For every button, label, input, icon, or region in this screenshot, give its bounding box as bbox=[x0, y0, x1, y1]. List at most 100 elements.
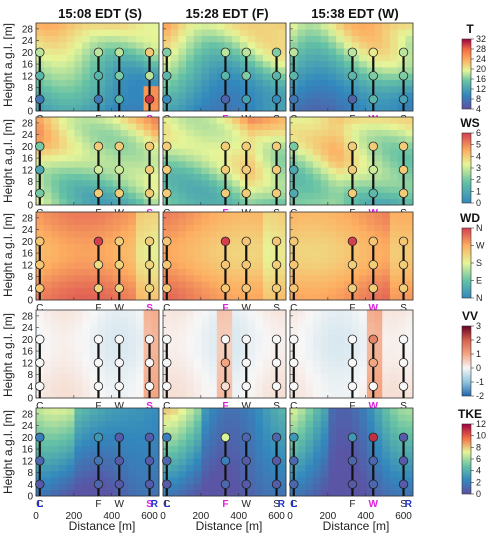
heatmap-cell bbox=[151, 23, 160, 30]
heatmap-cell bbox=[66, 29, 75, 36]
heatmap-cell bbox=[397, 35, 406, 43]
heatmap-cell bbox=[247, 385, 256, 393]
colorbar-tick-label: 8 bbox=[476, 442, 481, 452]
heatmap-cell bbox=[128, 212, 137, 219]
heatmap-cell bbox=[270, 470, 279, 478]
heatmap-cell bbox=[193, 439, 202, 447]
heatmap-cell bbox=[405, 458, 414, 465]
sensor-marker bbox=[220, 479, 231, 489]
heatmap-cell bbox=[201, 347, 210, 355]
y-tick-label: 24 bbox=[22, 225, 34, 236]
heatmap-cell bbox=[105, 274, 114, 282]
heatmap-cell bbox=[151, 360, 160, 367]
heatmap-cell bbox=[374, 322, 383, 330]
heatmap-cell bbox=[151, 186, 160, 193]
heatmap-cell bbox=[97, 328, 106, 336]
heatmap-cell bbox=[143, 154, 152, 162]
sensor-marker bbox=[289, 47, 299, 58]
heatmap-cell bbox=[128, 458, 137, 465]
heatmap-cell bbox=[201, 48, 210, 55]
heatmap-cell bbox=[43, 60, 52, 68]
heatmap-cell bbox=[186, 48, 195, 55]
heatmap-cell bbox=[255, 366, 264, 374]
heatmap-cell bbox=[97, 129, 106, 137]
heatmap-cell bbox=[359, 230, 368, 238]
heatmap-cell bbox=[135, 281, 145, 288]
heatmap-cell bbox=[97, 179, 106, 187]
heatmap-cell bbox=[59, 117, 68, 124]
y-tick-label: 16 bbox=[22, 249, 34, 260]
y-axis-label-row-3: Height a.g.l. [m] bbox=[1, 213, 15, 297]
heatmap-cell bbox=[389, 489, 399, 497]
heatmap-cell bbox=[51, 54, 60, 62]
heatmap-cell bbox=[255, 41, 264, 49]
heatmap-cell bbox=[262, 464, 272, 472]
heatmap-cell bbox=[120, 117, 129, 124]
heatmap-cell bbox=[313, 408, 322, 415]
heatmap-cell bbox=[51, 198, 60, 206]
heatmap-cell bbox=[135, 154, 145, 162]
heatmap-cell bbox=[262, 477, 272, 484]
heatmap-cell bbox=[224, 347, 233, 355]
heatmap-cell bbox=[193, 123, 202, 130]
heatmap-cell bbox=[112, 452, 121, 459]
heatmap-cell bbox=[313, 60, 322, 68]
heatmap-cell bbox=[216, 293, 225, 301]
colorbar-tick-label: E bbox=[476, 276, 482, 286]
heatmap-cell bbox=[105, 347, 114, 355]
heatmap-cell bbox=[128, 477, 137, 484]
heatmap-cell bbox=[389, 322, 399, 330]
heatmap-cell bbox=[397, 391, 406, 399]
heatmap-cell bbox=[305, 293, 314, 301]
heatmap-cell bbox=[313, 104, 322, 112]
heatmap-cell bbox=[343, 426, 352, 434]
heatmap-cell bbox=[359, 186, 368, 193]
heatmap-cell bbox=[201, 439, 210, 447]
heatmap-cell bbox=[151, 281, 160, 288]
heatmap-cell bbox=[43, 483, 52, 491]
heatmap-cell bbox=[374, 452, 383, 459]
heatmap-cell bbox=[151, 224, 160, 232]
sensor-marker bbox=[93, 71, 104, 81]
heatmap-cell bbox=[336, 366, 345, 374]
heatmap-cell bbox=[112, 154, 121, 162]
heatmap-cell bbox=[320, 148, 329, 156]
heatmap-cell bbox=[193, 192, 202, 200]
heatmap-cell bbox=[351, 322, 360, 330]
heatmap-cell bbox=[278, 179, 287, 187]
heatmap-cell bbox=[82, 426, 91, 434]
heatmap-cell bbox=[320, 391, 329, 399]
heatmap-cell bbox=[374, 354, 383, 361]
heatmap-cell bbox=[351, 379, 360, 386]
heatmap-cell bbox=[51, 268, 60, 276]
heatmap-cell bbox=[405, 268, 414, 276]
heatmap-cell bbox=[224, 41, 233, 49]
heatmap-cell bbox=[186, 186, 195, 193]
heatmap-cell bbox=[128, 179, 137, 187]
heatmap-cell bbox=[89, 322, 98, 330]
heatmap-cell bbox=[305, 98, 314, 106]
heatmap-cell bbox=[255, 29, 264, 36]
heatmap-cell bbox=[389, 287, 399, 295]
heatmap-cell bbox=[112, 179, 121, 187]
heatmap-cell bbox=[320, 98, 329, 106]
heatmap-cell bbox=[343, 179, 352, 187]
heatmap-cell bbox=[297, 316, 306, 323]
heatmap-cell bbox=[51, 483, 60, 491]
colorbar-gradient bbox=[461, 325, 472, 397]
sensor-marker bbox=[289, 260, 299, 270]
heatmap-cell bbox=[247, 379, 256, 386]
heatmap-cell bbox=[366, 341, 375, 349]
heatmap-cell bbox=[359, 60, 368, 68]
heatmap-cell bbox=[328, 335, 337, 342]
heatmap-cell bbox=[66, 445, 75, 453]
heatmap-cell bbox=[105, 192, 114, 200]
heatmap-cell bbox=[305, 322, 314, 330]
heatmap-cell bbox=[297, 148, 306, 156]
heatmap-cell bbox=[105, 173, 114, 181]
heatmap-cell bbox=[143, 341, 152, 349]
heatmap-cell bbox=[239, 161, 248, 168]
heatmap-cell bbox=[343, 154, 352, 162]
heatmap-cell bbox=[239, 464, 248, 472]
heatmap-cell bbox=[170, 439, 179, 447]
